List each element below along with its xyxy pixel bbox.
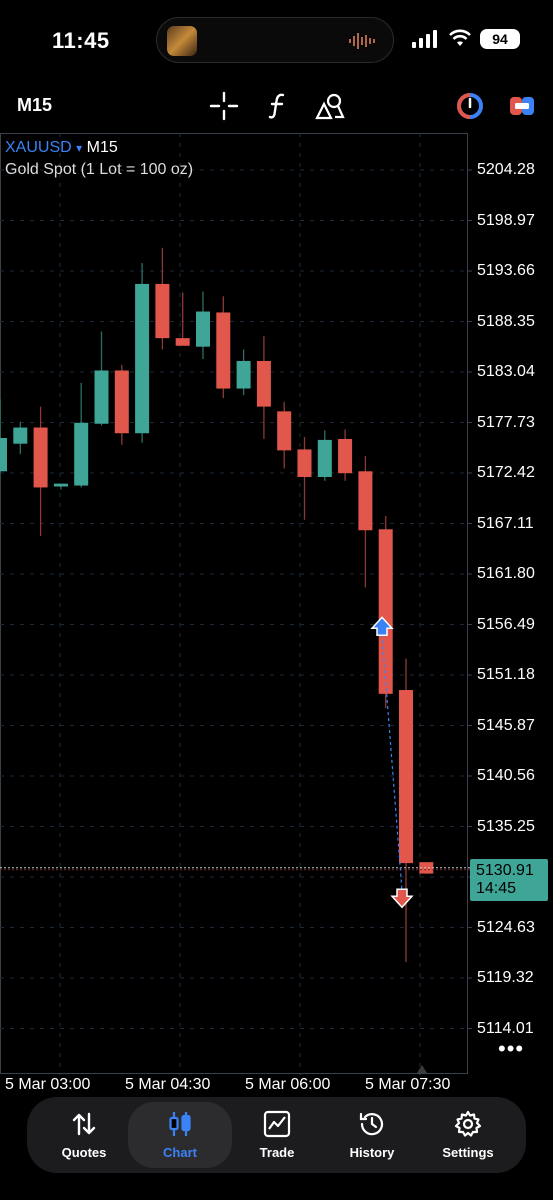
candle-body: [338, 438, 353, 474]
audio-waveform-icon: [349, 33, 375, 49]
candle-body: [317, 439, 332, 477]
plot-frame: [0, 133, 468, 1074]
candle-body: [175, 338, 190, 346]
tab-label: Chart: [163, 1145, 197, 1160]
chart-symbol-header[interactable]: XAUUSD ▾ M15: [5, 139, 118, 157]
price-label: 5156.49: [477, 615, 535, 633]
candle-body: [358, 471, 373, 531]
symbol-dropdown-icon[interactable]: ▾: [76, 141, 83, 155]
status-time: 11:45: [52, 28, 110, 53]
tab-quotes[interactable]: Quotes: [36, 1097, 132, 1173]
indicators-icon[interactable]: [262, 90, 294, 122]
price-label: 5145.87: [477, 716, 535, 734]
tab-settings[interactable]: Settings: [420, 1097, 516, 1173]
price-label: 5193.66: [477, 262, 535, 279]
crosshair-icon[interactable]: [208, 90, 240, 122]
price-label: 5204.28: [477, 161, 535, 178]
trade-icon: [263, 1110, 291, 1138]
tab-label: Settings: [442, 1145, 494, 1160]
trade-toggle-icon[interactable]: [506, 90, 538, 122]
timeframe-selector[interactable]: M15: [17, 95, 53, 115]
cellular-signal-icon: [412, 30, 437, 48]
candle-body: [378, 529, 393, 694]
candle-body: [0, 438, 7, 472]
price-label: 5177.73: [477, 413, 535, 431]
time-label: 5 Mar 03:00: [5, 1076, 91, 1093]
wifi-icon: [449, 29, 471, 46]
candle-body: [135, 283, 150, 434]
candle-body: [33, 427, 48, 488]
candle-body: [114, 370, 129, 434]
candle-body: [74, 422, 89, 486]
candle-body: [155, 283, 170, 339]
chart-icon: [169, 1112, 191, 1136]
time-label: 5 Mar 04:30: [125, 1076, 211, 1093]
tab-label: History: [349, 1145, 395, 1160]
buy-arrow-icon: [370, 616, 394, 637]
tab-label: Quotes: [61, 1145, 107, 1160]
candle-body: [13, 427, 28, 444]
bottom-tab-bar: Quotes Chart Trade History: [27, 1097, 526, 1173]
tab-history[interactable]: History: [324, 1097, 420, 1173]
candle-body: [419, 862, 434, 874]
bar-countdown: 14:45: [476, 879, 517, 897]
sell-arrow-icon: [390, 888, 414, 909]
history-icon: [359, 1112, 384, 1136]
price-label: 5198.97: [477, 211, 535, 229]
more-options-icon[interactable]: •••: [498, 1036, 525, 1061]
candle-body: [277, 411, 292, 451]
price-label: 5188.35: [477, 312, 535, 330]
settings-gear-icon: [454, 1110, 482, 1137]
current-price-label: 5130.91 14:45: [470, 858, 548, 901]
candle-body: [94, 370, 109, 424]
price-label: 5172.42: [477, 464, 535, 481]
candlestick-chart[interactable]: [0, 130, 553, 1075]
current-price-value: 5130.91: [476, 861, 534, 879]
price-label: 5119.32: [477, 969, 534, 986]
one-click-trading-icon[interactable]: [454, 90, 486, 122]
candle-body: [297, 449, 312, 477]
now-playing-artwork: [167, 26, 197, 56]
price-label: 5114.01: [477, 1019, 534, 1037]
price-label: 5124.63: [477, 918, 535, 936]
chart-shift-marker: [417, 1065, 427, 1073]
price-label: 5135.25: [477, 817, 535, 835]
time-label: 5 Mar 07:30: [365, 1076, 451, 1093]
drawing-objects-icon[interactable]: [314, 90, 346, 122]
time-label: 5 Mar 06:00: [245, 1076, 331, 1093]
symbol-name[interactable]: XAUUSD: [5, 139, 72, 156]
candle-body: [196, 311, 210, 347]
price-label: 5167.11: [477, 514, 534, 532]
price-label: 5151.18: [477, 666, 535, 683]
candle-body: [216, 312, 231, 389]
candle-body: [399, 690, 413, 864]
trade-connector: [381, 634, 403, 891]
tab-chart[interactable]: Chart: [128, 1102, 232, 1168]
price-label: 5161.80: [477, 565, 535, 582]
price-label: 5183.04: [477, 363, 535, 380]
symbol-description: Gold Spot (1 Lot = 100 oz): [5, 161, 194, 178]
candle-body: [236, 360, 251, 389]
symbol-period: M15: [86, 139, 118, 156]
battery-indicator: 94: [480, 29, 520, 49]
tab-trade[interactable]: Trade: [229, 1097, 325, 1173]
candle-body: [53, 483, 68, 487]
tab-label: Trade: [259, 1145, 295, 1160]
price-label: 5140.56: [477, 767, 535, 784]
dynamic-island[interactable]: [156, 17, 394, 63]
quotes-icon: [72, 1112, 96, 1136]
candle-body: [256, 360, 271, 407]
